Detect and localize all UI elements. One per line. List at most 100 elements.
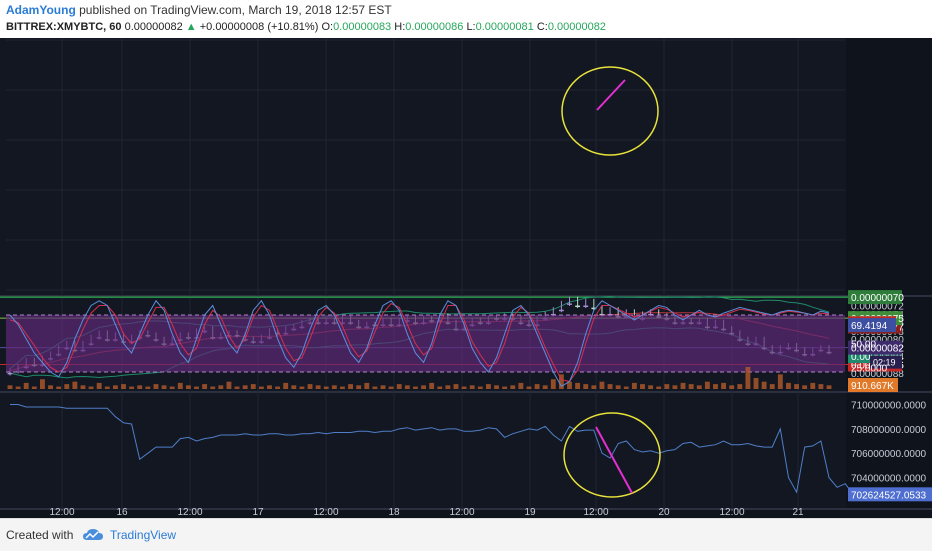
volume-bar: [112, 385, 118, 389]
annotation-trendline: [596, 79, 626, 111]
rsi-band-fill: [6, 315, 845, 372]
ohlc-legend: BITTREX:XMYBTC, 60 0.00000082 ▲ +0.00000…: [6, 21, 606, 33]
obv-tick-label: 710000000.0000: [851, 401, 927, 412]
volume-bar: [291, 385, 297, 389]
volume-bar: [267, 385, 272, 389]
volume-bar: [64, 384, 70, 389]
volume-bar: [185, 385, 191, 389]
volume-bar: [275, 386, 281, 389]
tradingview-brand[interactable]: TradingView: [110, 528, 177, 542]
volume-bar: [429, 382, 435, 389]
volume-bar: [558, 374, 564, 389]
rsi-label-box: [848, 318, 896, 333]
volume-bar: [56, 386, 62, 389]
volume-bar: [567, 381, 572, 389]
price-label-text: 0.00000082: [851, 344, 904, 355]
countdown-text: 02:19: [873, 358, 896, 368]
volume-bar: [177, 382, 183, 389]
volume-bar: [777, 374, 783, 389]
price-label-box: [848, 290, 902, 305]
rsi-tick-label: 69.4194: [851, 321, 888, 332]
chart-header: AdamYoung published on TradingView.com, …: [0, 0, 932, 40]
author-link[interactable]: AdamYoung: [6, 3, 76, 17]
volume-bar: [826, 385, 832, 389]
open-label: O:: [321, 21, 334, 33]
time-tick-label: 12:00: [313, 507, 338, 518]
time-tick-label: 12:00: [177, 507, 202, 518]
volume-bar: [591, 385, 597, 389]
price-tick-label: 0.00000072: [851, 302, 904, 313]
volume-bar: [713, 384, 718, 389]
volume-bar: [672, 385, 678, 389]
volume-bar: [534, 384, 540, 389]
time-tick-label: 20: [658, 507, 670, 518]
time-tick-label: 12:00: [49, 507, 74, 518]
low-label: L:: [466, 21, 476, 33]
volume-bar: [729, 385, 735, 389]
volume-bar: [688, 384, 694, 389]
created-with-text: Created with: [6, 528, 74, 542]
time-tick-label: 16: [116, 507, 128, 518]
publish-text: published on TradingView.com, March 19, …: [75, 3, 392, 17]
time-tick-label: 17: [252, 507, 264, 518]
chart-background: [0, 38, 932, 518]
volume-bar: [583, 384, 589, 389]
rsi-tick-label: 50.00: [851, 340, 876, 351]
volume-bar: [307, 384, 313, 389]
chart-canvas[interactable]: 0.000000880.000000860.000000840.00000082…: [0, 38, 932, 518]
volume-bar: [129, 386, 135, 389]
tradingview-cloud-icon: [83, 529, 103, 540]
candle: [567, 303, 572, 305]
close-label: C:: [536, 21, 548, 33]
volume-bar: [372, 386, 378, 389]
volume-bar: [161, 385, 167, 389]
price-axis: [846, 38, 932, 518]
obv-tick-label: 704000000.0000: [851, 474, 927, 485]
volume-bar: [380, 385, 386, 389]
volume-bar: [761, 381, 767, 389]
volume-bar: [396, 384, 402, 389]
volume-bar: [40, 379, 45, 389]
volume-bar: [145, 386, 151, 389]
volume-bar: [137, 385, 143, 389]
volume-bar: [283, 382, 289, 389]
obv-line: [10, 404, 854, 495]
volume-bar: [323, 386, 329, 389]
stoch-k-line: [9, 299, 830, 387]
volume-bar: [315, 385, 321, 389]
time-tick-label: 21: [792, 507, 804, 518]
volume-bar: [250, 384, 256, 389]
volume-bar: [680, 382, 686, 389]
volume-bar: [104, 386, 110, 389]
volume-bar: [194, 386, 199, 389]
chart-area[interactable]: 0.000000880.000000860.000000840.00000082…: [0, 38, 932, 518]
time-tick-label: 18: [388, 507, 400, 518]
volume-bar: [664, 384, 670, 389]
time-tick-label: 12:00: [719, 507, 744, 518]
volume-bar: [121, 384, 126, 389]
high-value: 0.00000086: [405, 21, 464, 33]
volume-bar: [721, 382, 727, 389]
volume-bar: [299, 386, 305, 389]
volume-bar: [494, 385, 499, 389]
annotation-ellipse: [561, 66, 659, 156]
volume-bar: [453, 384, 459, 389]
volume-bar: [364, 382, 370, 389]
symbol-label[interactable]: BITTREX:XMYBTC, 60: [6, 21, 122, 33]
volume-bar: [31, 386, 37, 389]
volume-bar: [753, 378, 759, 389]
volume-bar: [794, 384, 799, 389]
volume-bar: [404, 385, 410, 389]
volume-bar: [169, 386, 175, 389]
volume-bar: [445, 385, 451, 389]
up-arrow-icon: ▲: [185, 21, 197, 33]
volume-bar: [802, 385, 808, 389]
volume-bar: [599, 381, 605, 389]
volume-bar: [348, 384, 354, 389]
volume-bar: [696, 385, 702, 389]
obv-tick-label: 708000000.0000: [851, 425, 927, 436]
volume-bar: [15, 386, 21, 389]
volume-bar: [542, 385, 548, 389]
volume-bar: [234, 386, 240, 389]
time-tick-label: 19: [524, 507, 536, 518]
